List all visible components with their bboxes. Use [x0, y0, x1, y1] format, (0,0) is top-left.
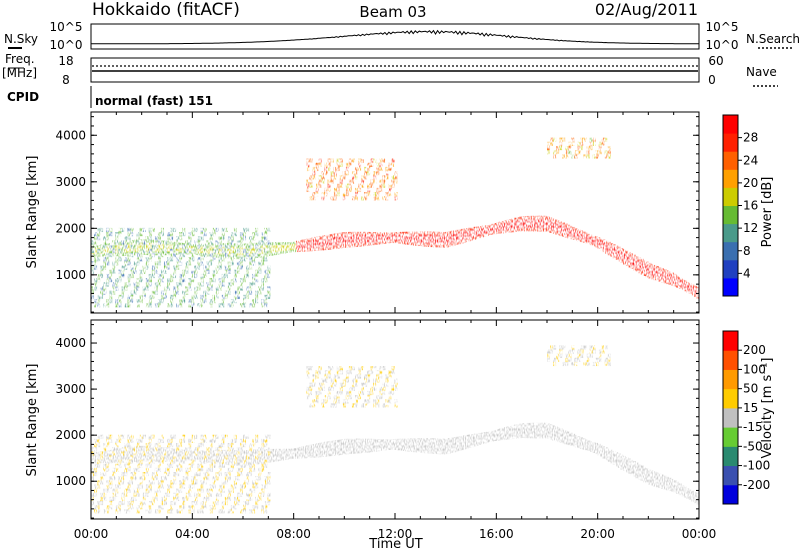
velocity-axes: 1000 2000 3000 4000: [55, 324, 699, 519]
range-tick-label: 2000: [55, 221, 86, 235]
colorbar-swatch: [723, 407, 738, 428]
colorbar-tick-label: 24: [743, 153, 758, 167]
velocity-panel: 1000 2000 3000 4000 Slant Range [km]: [25, 319, 700, 520]
noise-panel: N.Sky 10^5 10^0 10^5 10^0 N.Search: [4, 20, 800, 52]
noise-tick-right-top: 10^5: [706, 20, 739, 34]
colorbar-tick-label: 15: [743, 401, 758, 415]
colorbar-tick-label: 4: [743, 266, 751, 280]
noise-tick-right-bottom: 10^0: [706, 38, 739, 52]
colorbar-swatch: [723, 115, 738, 134]
noise-sky-label: N.Sky: [4, 32, 38, 46]
colorbar-swatch: [723, 133, 738, 152]
time-tick-label: 04:00: [175, 527, 210, 541]
cpid-text: normal (fast) 151: [95, 94, 213, 108]
freq-tick-top: 18: [58, 54, 73, 68]
colorbar-swatch: [723, 223, 738, 243]
power-panel: 1000 2000 3000 4000 Slant Range [km]: [25, 111, 700, 314]
colorbar-swatch: [723, 446, 738, 467]
velocity-ylabel: Slant Range [km]: [25, 364, 40, 477]
range-tick-label: 3000: [55, 382, 86, 396]
colorbar-swatch: [723, 369, 738, 390]
colorbar-tick-label: -50: [743, 439, 763, 453]
colorbar-swatch: [723, 259, 738, 279]
colorbar-swatch: [723, 484, 738, 505]
colorbar-tick-label: 16: [743, 199, 758, 213]
velocity-colorbar: 200 100 50 15 -15 -50 -100 -200: [722, 330, 770, 505]
colorbar-tick-label: 100: [743, 362, 766, 376]
range-tick-label: 4000: [55, 128, 86, 142]
colorbar-swatch: [723, 388, 738, 409]
range-tick-label: 3000: [55, 175, 86, 189]
power-data: [91, 137, 699, 308]
colorbar-tick-label: 50: [743, 382, 758, 396]
beam-title: Beam 03: [359, 3, 426, 21]
colorbar-tick-label: 200: [743, 343, 766, 357]
colorbar-tick-label: -200: [743, 478, 770, 492]
colorbar-swatch: [723, 350, 738, 370]
colorbar-tick-label: 20: [743, 176, 758, 190]
colorbar-swatch: [723, 465, 738, 486]
noise-search-label: N.Search: [746, 32, 800, 46]
freq-tick-bottom: 8: [62, 73, 70, 87]
station-title: Hokkaido (fitACF): [92, 0, 240, 20]
time-tick-label: 08:00: [276, 527, 311, 541]
noise-tick-left-top: 10^5: [50, 20, 83, 34]
colorbar-swatch: [723, 331, 738, 351]
time-tick-label: 00:00: [74, 527, 109, 541]
time-tick-label: 16:00: [479, 527, 514, 541]
frequency-panel: Freq. [MHz] 18 8 60 0 Nave: [2, 52, 778, 87]
nave-label: Nave: [746, 65, 777, 79]
noise-tick-left-bottom: 10^0: [50, 38, 83, 52]
power-colorbar-label: Power [dB]: [760, 177, 775, 248]
colorbar-swatch: [723, 151, 738, 170]
power-colorbar: 4 8 12 16 20 24 28: [722, 114, 758, 297]
noise-sky-trace: [91, 29, 699, 45]
time-axis-label: Time UT: [368, 537, 422, 552]
range-tick-label: 1000: [55, 268, 86, 282]
date-title: 02/Aug/2011: [595, 0, 698, 19]
range-tick-label: 4000: [55, 336, 86, 350]
time-tick-label: 12:00: [378, 527, 413, 541]
time-tick-label: 00:00: [682, 527, 717, 541]
time-axis: 00:00 04:00 08:00 12:00 16:00 20:00 00:00: [74, 112, 717, 541]
colorbar-tick-label: -100: [743, 459, 770, 473]
freq-label: Freq.: [5, 52, 35, 66]
nave-tick-top: 60: [708, 54, 723, 68]
colorbar-swatch: [723, 241, 738, 261]
freq-unit-label: [MHz]: [2, 66, 37, 80]
velocity-colorbar-label: Velocity [m s⁻¹]: [760, 358, 775, 459]
range-tick-label: 1000: [55, 474, 86, 488]
colorbar-swatch: [723, 187, 738, 206]
power-axes: 1000 2000 3000 4000: [55, 116, 699, 313]
cpid-label: CPID: [7, 90, 39, 104]
colorbar-tick-label: 28: [743, 131, 758, 145]
colorbar-tick-label: -15: [743, 420, 763, 434]
nave-tick-bottom: 0: [708, 73, 716, 87]
colorbar-tick-label: 8: [743, 244, 751, 258]
colorbar-swatch: [723, 169, 738, 188]
power-ylabel: Slant Range [km]: [25, 156, 40, 269]
velocity-data: [91, 345, 699, 514]
colorbar-swatch: [723, 205, 738, 225]
colorbar-tick-label: 12: [743, 221, 758, 235]
range-tick-label: 2000: [55, 428, 86, 442]
colorbar-swatch: [723, 427, 738, 447]
time-tick-label: 20:00: [580, 527, 615, 541]
colorbar-swatch: [723, 277, 738, 297]
